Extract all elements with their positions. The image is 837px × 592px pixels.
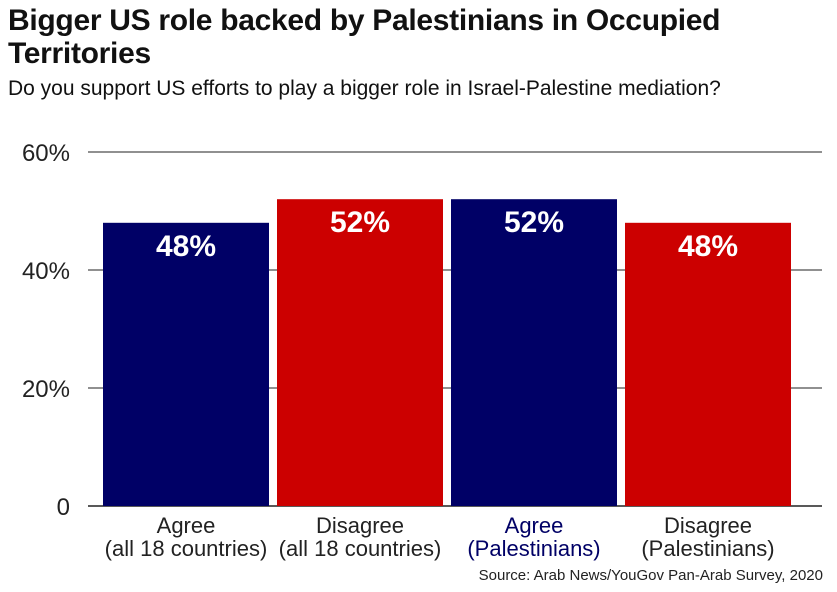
chart-subtitle: Do you support US efforts to play a bigg… (8, 77, 721, 100)
x-category-label: (Palestinians) (641, 536, 774, 561)
bar (625, 222, 791, 507)
x-category-label: (all 18 countries) (279, 536, 442, 561)
data-label: 48% (156, 230, 216, 263)
y-tick-label: 60% (22, 140, 70, 167)
data-label: 48% (678, 230, 738, 263)
x-category-label: Disagree (664, 513, 752, 538)
chart-title: Bigger US role backed by Palestinians in… (8, 4, 721, 70)
source-note: Source: Arab News/YouGov Pan-Arab Survey… (478, 567, 823, 584)
y-tick-label: 20% (22, 376, 70, 403)
x-category-label: Agree (505, 513, 564, 538)
bar (451, 199, 617, 506)
y-tick-label: 40% (22, 258, 70, 285)
bar (103, 222, 269, 507)
x-category-label: Disagree (316, 513, 404, 538)
x-category-label: (Palestinians) (467, 536, 600, 561)
data-label: 52% (504, 206, 564, 239)
x-category-label: (all 18 countries) (105, 536, 268, 561)
x-category-label: Agree (157, 513, 216, 538)
y-tick-label: 0 (57, 494, 70, 521)
bar (277, 199, 443, 506)
data-label: 52% (330, 206, 390, 239)
